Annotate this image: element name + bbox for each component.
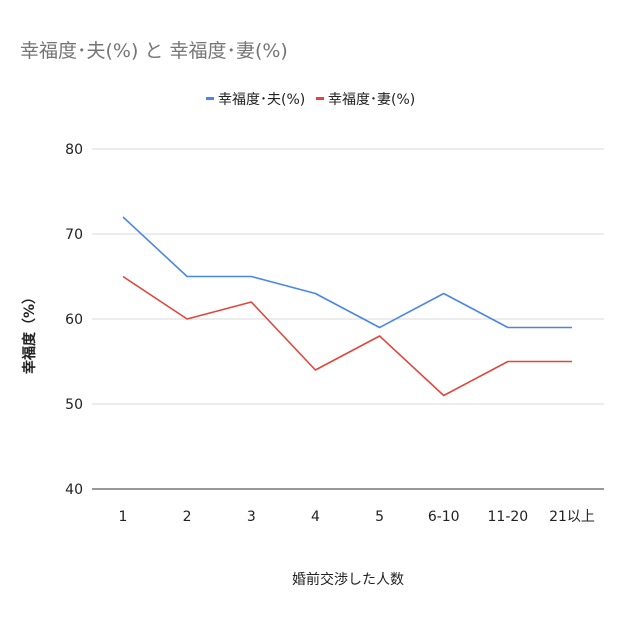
- x-tick-label: 11-20: [488, 509, 529, 525]
- y-axis-label: 幸福度（%）: [21, 290, 38, 374]
- chart-title: 幸福度･夫(%) と 幸福度･妻(%): [20, 40, 288, 62]
- x-axis-label: 婚前交渉した人数: [292, 571, 404, 588]
- legend-label: 幸福度･夫(%): [218, 92, 305, 108]
- series-lines: [122, 216, 573, 397]
- y-tick-label: 70: [65, 227, 83, 243]
- legend: 幸福度･夫(%) 幸福度･妻(%): [206, 92, 415, 108]
- series-line-wife: [122, 275, 572, 397]
- legend-swatch: [206, 97, 214, 100]
- legend-label: 幸福度･妻(%): [328, 92, 415, 108]
- x-tick-label: 4: [311, 509, 320, 525]
- y-tick-label: 60: [65, 312, 83, 328]
- x-tick-label: 3: [247, 509, 256, 525]
- y-axis-ticks: 40 50 60 70 80: [65, 142, 83, 498]
- y-tick-label: 40: [65, 482, 83, 498]
- legend-swatch: [316, 97, 324, 100]
- x-tick-label: 1: [119, 509, 128, 525]
- y-tick-label: 80: [65, 142, 83, 158]
- x-tick-label: 5: [375, 509, 384, 525]
- x-tick-label: 2: [183, 509, 192, 525]
- x-tick-label: 6-10: [428, 509, 460, 525]
- series-line-husband: [122, 216, 572, 329]
- x-tick-label: 21以上: [549, 509, 595, 525]
- gridlines: [92, 148, 604, 490]
- x-axis-ticks: 1 2 3 4 5 6-10 11-20 21以上: [119, 509, 595, 525]
- y-tick-label: 50: [65, 397, 83, 413]
